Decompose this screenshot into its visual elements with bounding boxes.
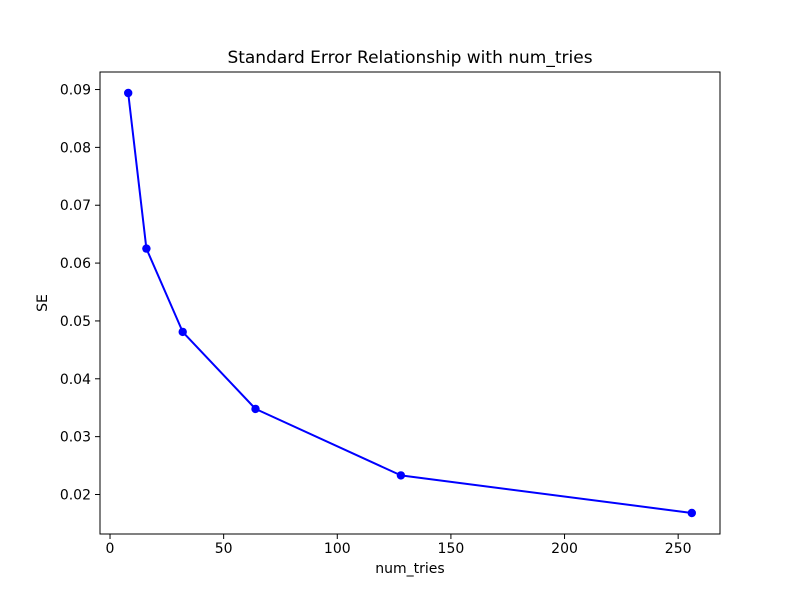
plot-border xyxy=(99,71,721,535)
y-tick-label: 0.09 xyxy=(60,83,91,99)
data-series xyxy=(124,88,696,518)
x-tick-label: 150 xyxy=(438,541,465,557)
y-tick-label: 0.03 xyxy=(60,430,91,446)
y-tick-label: 0.08 xyxy=(60,140,91,156)
axis-ticks: 0 50 100 150 200 250 0.02 0.03 0.04 0.05 0.06 0.07 0… xyxy=(60,83,692,557)
y-tick-label: 0.04 xyxy=(60,372,91,388)
y-tick-label: 0.06 xyxy=(60,256,91,272)
chart-title: Standard Error Relationship with num_tri… xyxy=(227,48,592,68)
y-tick-label: 0.05 xyxy=(60,314,91,330)
y-axis-label: SE xyxy=(35,294,51,312)
data-point-marker xyxy=(687,508,696,518)
data-point-marker xyxy=(124,88,133,98)
x-tick-label: 100 xyxy=(324,541,351,557)
data-point-marker xyxy=(251,404,260,414)
x-tick-label: 0 xyxy=(106,541,115,557)
y-tick-label: 0.02 xyxy=(60,487,91,503)
y-tick-label: 0.07 xyxy=(60,198,91,214)
x-tick-label: 250 xyxy=(665,541,692,557)
x-tick-label: 50 xyxy=(215,541,233,557)
data-point-marker xyxy=(396,471,406,480)
x-axis-label: num_tries xyxy=(375,561,444,577)
x-tick-label: 200 xyxy=(551,541,578,557)
data-point-marker xyxy=(178,327,187,337)
data-point-marker xyxy=(142,244,151,253)
data-line xyxy=(127,92,693,514)
